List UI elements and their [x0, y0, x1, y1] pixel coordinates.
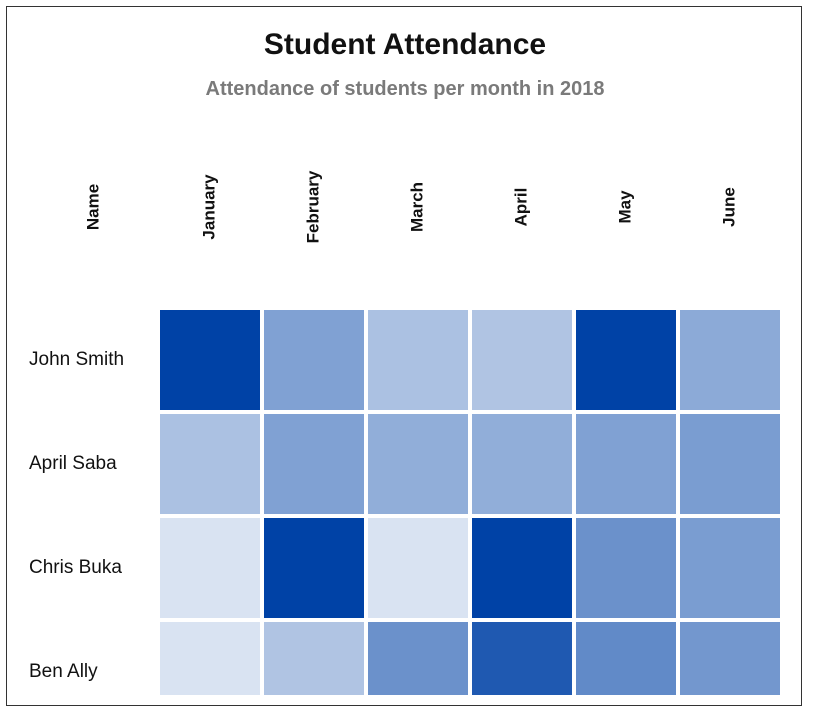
heatmap-cell: [576, 622, 676, 695]
heatmap-cell: [472, 622, 572, 695]
chart-subtitle: Attendance of students per month in 2018: [205, 78, 605, 100]
row-labels: John Smith April Saba Chris Buka Ben Ally: [29, 349, 124, 682]
heatmap-cell: [368, 414, 468, 514]
heatmap-cell: [264, 310, 364, 410]
heatmap-cell: [680, 414, 780, 514]
column-header-may: May: [615, 190, 634, 224]
column-header-february: February: [303, 170, 322, 243]
column-header-april: April: [511, 188, 530, 227]
chart-title: Student Attendance: [263, 28, 547, 61]
column-header-january: January: [199, 174, 218, 240]
heatmap-cell: [160, 310, 260, 410]
row-label-chris-buka: Chris Buka: [29, 557, 122, 578]
column-headers: Name January February March April May June: [83, 170, 738, 243]
heatmap-cell: [576, 414, 676, 514]
heatmap-cell: [472, 310, 572, 410]
heatmap-cell: [264, 622, 364, 695]
heatmap-cell: [680, 310, 780, 410]
row-header-label: Name: [83, 184, 102, 230]
heatmap-cell: [680, 622, 780, 695]
heatmap-cell: [368, 622, 468, 695]
heatmap-cell: [576, 518, 676, 618]
heatmap-cell: [472, 414, 572, 514]
heatmap-cell: [368, 310, 468, 410]
heatmap-cell: [368, 518, 468, 618]
heatmap-cells: [160, 310, 780, 695]
heatmap-cell: [576, 310, 676, 410]
heatmap-cell: [264, 414, 364, 514]
heatmap-cell: [160, 414, 260, 514]
heatmap-cell: [472, 518, 572, 618]
row-label-ben-ally: Ben Ally: [29, 661, 98, 682]
row-label-april-saba: April Saba: [29, 453, 117, 474]
heatmap-cell: [680, 518, 780, 618]
row-label-john-smith: John Smith: [29, 349, 124, 370]
heatmap-cell: [160, 622, 260, 695]
column-header-march: March: [407, 182, 426, 232]
heatmap-cell: [264, 518, 364, 618]
column-header-june: June: [719, 187, 738, 227]
heatmap-cell: [160, 518, 260, 618]
